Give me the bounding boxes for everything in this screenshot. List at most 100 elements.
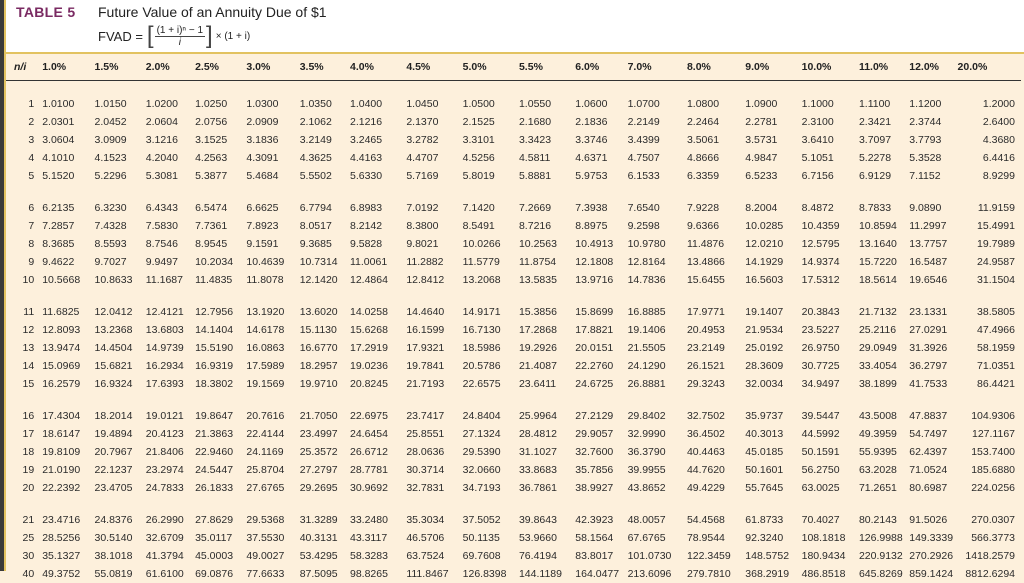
value-cell: 24.7833	[146, 479, 195, 497]
value-cell: 9.1591	[246, 235, 299, 253]
value-cell: 49.3752	[42, 565, 94, 583]
value-cell: 7.1152	[909, 167, 957, 185]
value-cell: 39.8643	[519, 511, 575, 529]
value-cell: 98.8265	[350, 565, 406, 583]
value-cell: 21.7132	[859, 303, 909, 321]
value-cell: 8.5491	[463, 217, 519, 235]
value-cell: 6.4343	[146, 199, 195, 217]
value-cell: 8.3685	[42, 235, 94, 253]
value-cell: 1.0500	[463, 95, 519, 113]
column-header: 20.0%	[958, 56, 1021, 81]
value-cell: 87.5095	[300, 565, 350, 583]
period-label: 30	[6, 547, 42, 565]
value-cell: 28.7781	[350, 461, 406, 479]
value-cell: 28.4812	[519, 425, 575, 443]
value-cell: 4.1010	[42, 149, 94, 167]
value-cell: 11.1687	[146, 271, 195, 289]
value-cell: 19.0236	[350, 357, 406, 375]
right-bracket: ]	[206, 24, 213, 48]
value-cell: 15.3856	[519, 303, 575, 321]
period-label: 18	[6, 443, 42, 461]
period-label: 10	[6, 271, 42, 289]
value-cell: 13.6020	[300, 303, 350, 321]
value-cell: 27.1324	[463, 425, 519, 443]
value-cell: 16.8885	[628, 303, 687, 321]
value-cell: 17.9771	[687, 303, 745, 321]
value-cell: 2.2464	[687, 113, 745, 131]
value-cell: 3.6410	[802, 131, 859, 149]
value-cell: 5.7169	[406, 167, 462, 185]
value-cell: 270.2926	[909, 547, 957, 565]
value-cell: 14.4640	[406, 303, 462, 321]
period-label: 19	[6, 461, 42, 479]
value-cell: 1.0400	[350, 95, 406, 113]
group-spacer	[6, 393, 1021, 407]
value-cell: 43.8652	[628, 479, 687, 497]
value-cell: 30.3714	[406, 461, 462, 479]
value-cell: 2.0909	[246, 113, 299, 131]
value-cell: 80.6987	[909, 479, 957, 497]
value-cell: 69.0876	[195, 565, 246, 583]
value-cell: 18.6147	[42, 425, 94, 443]
value-cell: 1.0350	[300, 95, 350, 113]
value-cell: 12.0412	[95, 303, 146, 321]
group-spacer	[6, 185, 1021, 199]
value-cell: 17.8821	[575, 321, 627, 339]
period-label: 40	[6, 565, 42, 583]
value-cell: 14.7836	[628, 271, 687, 289]
column-header: 4.0%	[350, 56, 406, 81]
table-number: TABLE 5	[16, 4, 75, 20]
value-cell: 38.1018	[95, 547, 146, 565]
left-bracket: [	[147, 24, 154, 48]
annuity-table: n/i 1.0%1.5%2.0%2.5%3.0%3.5%4.0%4.5%5.0%…	[6, 56, 1021, 583]
column-header: 5.5%	[519, 56, 575, 81]
value-cell: 24.9587	[958, 253, 1021, 271]
value-cell: 4.3680	[958, 131, 1021, 149]
value-cell: 58.1564	[575, 529, 627, 547]
value-cell: 22.6975	[350, 407, 406, 425]
value-cell: 126.8398	[463, 565, 519, 583]
value-cell: 9.9497	[146, 253, 195, 271]
value-cell: 31.3289	[300, 511, 350, 529]
value-cell: 2.1525	[463, 113, 519, 131]
value-cell: 26.1521	[687, 357, 745, 375]
value-cell: 101.0730	[628, 547, 687, 565]
value-cell: 111.8467	[406, 565, 462, 583]
value-cell: 21.3863	[195, 425, 246, 443]
value-cell: 645.8269	[859, 565, 909, 583]
value-cell: 1.1100	[859, 95, 909, 113]
value-cell: 42.3923	[575, 511, 627, 529]
value-cell: 23.7417	[406, 407, 462, 425]
value-cell: 4.4707	[406, 149, 462, 167]
value-cell: 19.8647	[195, 407, 246, 425]
value-cell: 3.1836	[246, 131, 299, 149]
value-cell: 6.9129	[859, 167, 909, 185]
value-cell: 6.4416	[958, 149, 1021, 167]
spacer-cell	[6, 393, 1021, 407]
value-cell: 15.4991	[958, 217, 1021, 235]
value-cell: 15.5190	[195, 339, 246, 357]
value-cell: 14.0258	[350, 303, 406, 321]
value-cell: 13.2368	[95, 321, 146, 339]
value-cell: 69.7608	[463, 547, 519, 565]
column-header: 11.0%	[859, 56, 909, 81]
value-cell: 144.1189	[519, 565, 575, 583]
value-cell: 180.9434	[802, 547, 859, 565]
value-cell: 23.4716	[42, 511, 94, 529]
value-cell: 16.9319	[195, 357, 246, 375]
value-cell: 3.7793	[909, 131, 957, 149]
value-cell: 3.5061	[687, 131, 745, 149]
value-cell: 16.1599	[406, 321, 462, 339]
value-cell: 7.2669	[519, 199, 575, 217]
value-cell: 3.3101	[463, 131, 519, 149]
value-cell: 29.5368	[246, 511, 299, 529]
value-cell: 1.0250	[195, 95, 246, 113]
value-cell: 10.0285	[745, 217, 801, 235]
value-cell: 9.2598	[628, 217, 687, 235]
value-cell: 5.4684	[246, 167, 299, 185]
value-cell: 3.4399	[628, 131, 687, 149]
